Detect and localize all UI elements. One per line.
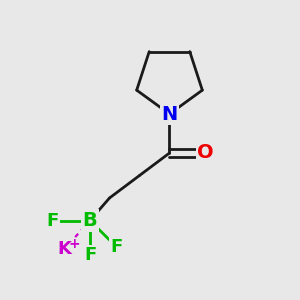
Text: F: F [46, 212, 58, 230]
Text: F: F [111, 238, 123, 256]
Text: N: N [161, 104, 178, 124]
Text: K: K [58, 240, 71, 258]
Text: +: + [68, 237, 80, 250]
Text: B: B [82, 211, 98, 230]
Text: F: F [84, 246, 96, 264]
Text: O: O [197, 143, 214, 163]
